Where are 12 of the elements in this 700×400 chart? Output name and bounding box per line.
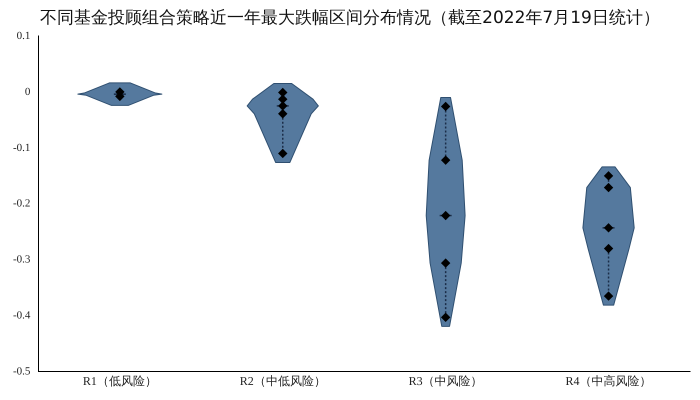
y-tick-label: -0.1	[12, 142, 30, 154]
x-tick-label: R3（中风险）	[408, 374, 483, 388]
x-tick-label: R4（中高风险）	[566, 374, 652, 388]
y-tick-label: -0.3	[12, 254, 31, 266]
y-tick-label: -0.5	[12, 365, 31, 378]
y-tick-label: -0.2	[12, 198, 30, 210]
chart-title: 不同基金投顾组合策略近一年最大跌幅区间分布情况（截至2022年7月19日统计）	[39, 7, 661, 29]
x-tick-label: R1（低风险）	[82, 374, 157, 388]
y-tick-label: 0.1	[16, 30, 30, 42]
y-tick-label: 0	[24, 86, 31, 98]
x-tick-label: R2（中低风险）	[240, 374, 326, 388]
y-tick-label: -0.4	[12, 310, 31, 322]
